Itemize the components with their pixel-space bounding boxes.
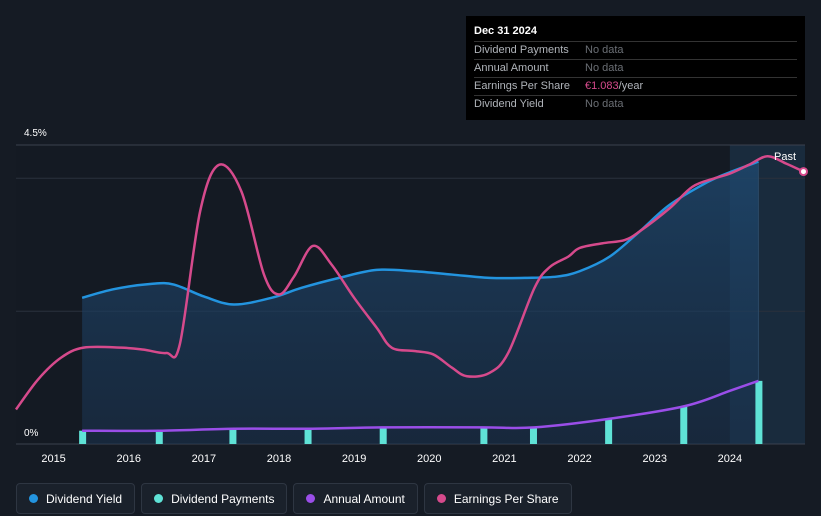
dividend-yield-area <box>82 161 759 444</box>
eps-value: €1.083 <box>585 80 619 92</box>
legend-label: Earnings Per Share <box>453 491 559 506</box>
earnings-per-share-dot-icon <box>436 494 446 503</box>
x-tick-label: 2021 <box>492 453 516 465</box>
dividend-payment-bar <box>304 428 312 444</box>
x-tick-label: 2022 <box>567 453 591 465</box>
annual-amount-line <box>82 379 759 433</box>
dividend-payment-bar <box>680 406 688 444</box>
tooltip-row-annual-amount: Annual Amount No data <box>474 59 797 77</box>
dividend-payment-bar <box>79 430 87 444</box>
eps-end-marker <box>798 167 808 177</box>
annual-amount-dot-icon <box>306 494 316 503</box>
chart-area: 4.5% 0% Past 2015 2016 2017 2018 2019 2020 202… <box>14 128 808 465</box>
past-label: Past <box>774 151 796 163</box>
tooltip-label: Earnings Per Share <box>474 80 570 92</box>
tooltip-value: No data <box>585 98 624 110</box>
legend-item-annual-amount[interactable]: Annual Amount <box>293 483 418 514</box>
legend-label: Annual Amount <box>323 491 405 506</box>
dividend-payment-bar <box>155 430 163 444</box>
tooltip-value: No data <box>585 62 624 74</box>
tooltip-row-earnings-per-share: Earnings Per Share €1.083/year <box>474 77 797 95</box>
x-tick-label: 2017 <box>192 453 216 465</box>
legend-label: Dividend Yield <box>46 491 123 506</box>
legend-label: Dividend Payments <box>171 491 275 506</box>
earnings-per-share-line <box>14 155 805 411</box>
dividend-payment-bar <box>605 418 613 444</box>
tooltip-label: Dividend Payments <box>474 44 569 56</box>
tooltip-label: Dividend Yield <box>474 98 544 110</box>
x-tick-label: 2020 <box>417 453 441 465</box>
y-axis-max-label: 4.5% <box>24 128 47 139</box>
tooltip-row-dividend-payments: Dividend Payments No data <box>474 41 797 59</box>
x-tick-label: 2018 <box>267 453 291 465</box>
x-tick-label: 2023 <box>642 453 666 465</box>
legend: Dividend Yield Dividend Payments Annual … <box>16 483 572 514</box>
tooltip-panel: Dec 31 2024 Dividend Payments No data An… <box>466 16 805 120</box>
tooltip-value: €1.083/year <box>585 78 643 95</box>
y-axis-min-label: 0% <box>24 428 39 439</box>
x-tick-label: 2015 <box>41 453 65 465</box>
legend-item-earnings-per-share[interactable]: Earnings Per Share <box>423 483 572 514</box>
x-tick-label: 2019 <box>342 453 366 465</box>
tooltip-row-dividend-yield: Dividend Yield No data <box>474 95 797 113</box>
dividend-payments-dot-icon <box>154 494 164 503</box>
dividend-payment-bar <box>755 380 763 444</box>
tooltip-date: Dec 31 2024 <box>474 25 537 37</box>
dividend-payment-bar <box>379 427 387 444</box>
dividend-payment-bar <box>529 427 537 444</box>
dividend-payment-bar <box>229 428 237 444</box>
x-tick-label: 2024 <box>718 453 742 465</box>
eps-unit: /year <box>618 80 644 92</box>
dividend-yield-dot-icon <box>29 494 38 503</box>
x-tick-label: 2016 <box>116 453 140 465</box>
dividend-payment-bar <box>480 427 488 444</box>
legend-item-dividend-payments[interactable]: Dividend Payments <box>141 483 288 514</box>
tooltip-label: Annual Amount <box>474 62 549 74</box>
tooltip-value: No data <box>585 44 624 56</box>
legend-item-dividend-yield[interactable]: Dividend Yield <box>16 483 136 514</box>
